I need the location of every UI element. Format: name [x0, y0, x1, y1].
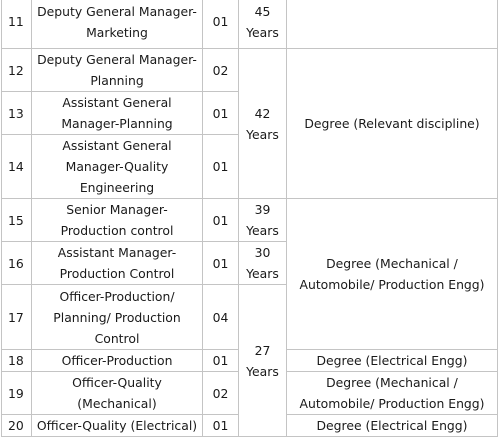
post-name: Officer-Quality (Electrical) — [31, 414, 203, 437]
vacancy-count: 01 — [202, 0, 239, 49]
qualification: Degree (Electrical Engg) — [286, 349, 498, 372]
table-row: 11 Deputy General Manager-Marketing 01 4… — [1, 0, 498, 49]
age-limit: 45 Years — [238, 0, 287, 49]
vacancy-count: 01 — [202, 241, 239, 285]
age-limit: 42 Years — [238, 48, 287, 199]
vacancy-count: 01 — [202, 198, 239, 242]
table-row: 19 Officer-Quality (Mechanical) 02 Degre… — [1, 371, 498, 415]
table-row: 17 Officer-Production/ Planning/ Product… — [1, 284, 498, 437]
post-name: Deputy General Manager-Marketing — [31, 0, 203, 49]
qualification: Degree (Electrical Engg) — [286, 414, 498, 437]
vacancy-count: 02 — [202, 371, 239, 415]
serial-number: 19 — [1, 371, 32, 415]
serial-number: 18 — [1, 349, 32, 372]
serial-number: 20 — [1, 414, 32, 437]
serial-number: 15 — [1, 198, 32, 242]
serial-number: 11 — [1, 0, 32, 49]
age-limit: 39 Years — [238, 198, 287, 242]
vacancy-count: 01 — [202, 414, 239, 437]
serial-number: 16 — [1, 241, 32, 285]
table-row: 14 Assistant General Manager-Quality Eng… — [1, 134, 498, 199]
table-row: 20 Officer-Quality (Electrical) 01 Degre… — [1, 414, 498, 437]
vacancy-count: 01 — [202, 91, 239, 135]
vacancy-count: 01 — [202, 349, 239, 372]
post-name: Assistant General Manager-Quality Engine… — [31, 134, 203, 199]
post-name: Officer-Production — [31, 349, 203, 372]
serial-number: 14 — [1, 134, 32, 199]
table-row: 18 Officer-Production 01 Degree (Electri… — [1, 349, 498, 372]
vacancy-count: 02 — [202, 48, 239, 92]
post-name: Assistant General Manager-Planning — [31, 91, 203, 135]
table-row: 13 Assistant General Manager-Planning 01 — [1, 91, 498, 135]
serial-number: 17 — [1, 284, 32, 350]
serial-number: 13 — [1, 91, 32, 135]
vacancy-count: 01 — [202, 134, 239, 199]
post-name: Deputy General Manager-Planning — [31, 48, 203, 92]
serial-number: 12 — [1, 48, 32, 92]
table-row: 15 Senior Manager-Production control 01 … — [1, 198, 498, 350]
qualification: Degree (Mechanical / Automobile/ Product… — [286, 371, 498, 415]
age-limit: 30 Years — [238, 241, 287, 285]
qualification — [286, 0, 498, 49]
post-name: Officer-Quality (Mechanical) — [31, 371, 203, 415]
qualification: Degree (Relevant discipline) — [286, 48, 498, 199]
post-name: Officer-Production/ Planning/ Production… — [31, 284, 203, 350]
age-limit: 27 Years — [238, 284, 287, 437]
qualification: Degree (Mechanical / Automobile/ Product… — [286, 198, 498, 350]
vacancy-count: 04 — [202, 284, 239, 350]
post-name: Senior Manager-Production control — [31, 198, 203, 242]
post-name: Assistant Manager-Production Control — [31, 241, 203, 285]
table-row: 12 Deputy General Manager-Planning 02 42… — [1, 48, 498, 199]
table-row: 16 Assistant Manager-Production Control … — [1, 241, 498, 285]
